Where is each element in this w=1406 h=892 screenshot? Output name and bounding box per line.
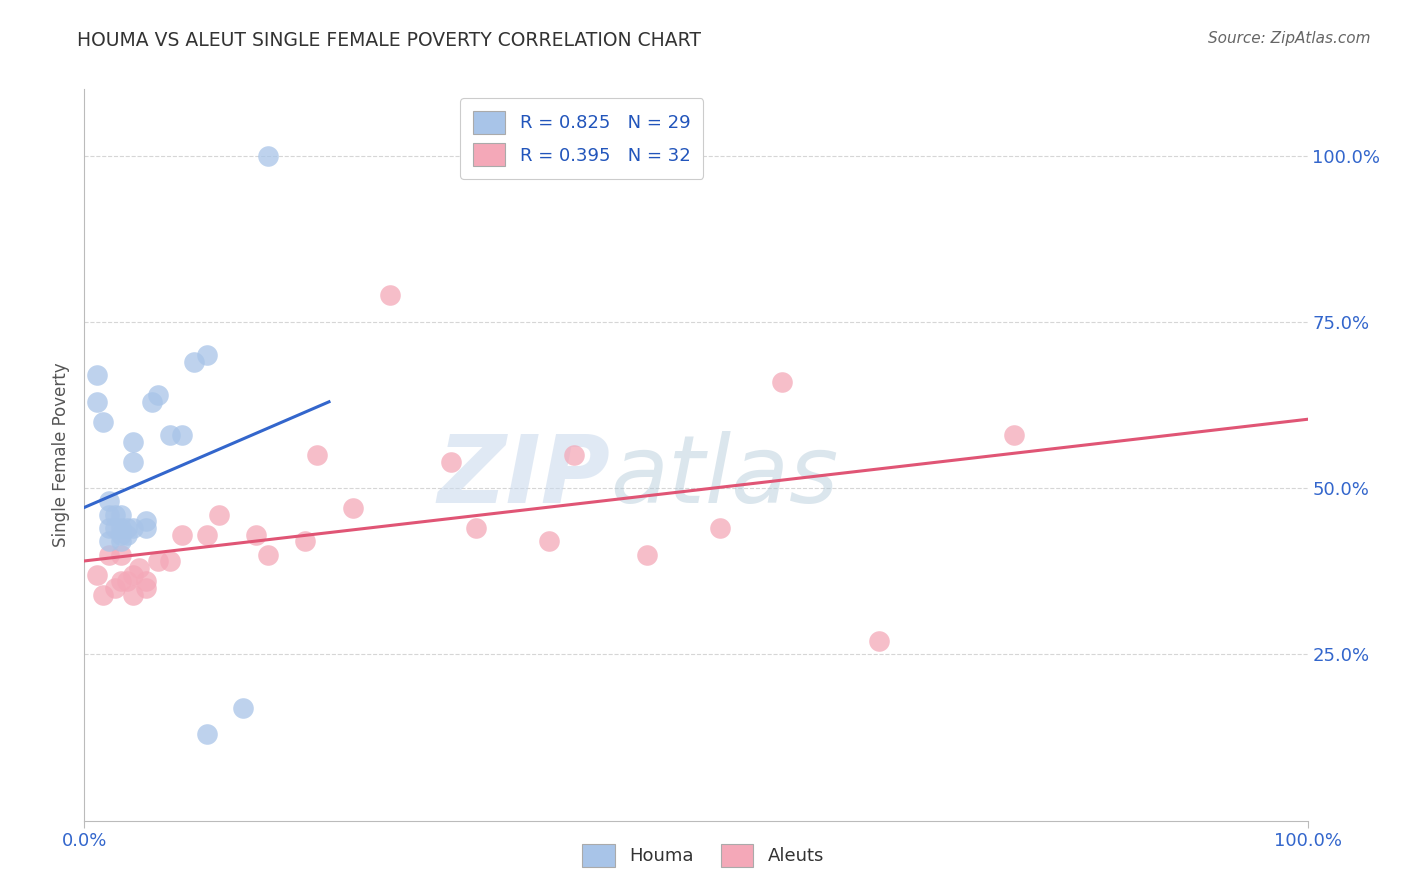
Point [869,634,891,648]
Point [305,448,328,462]
Point [141,394,163,409]
Point [245,527,267,541]
Point [104,521,127,535]
Point [562,448,585,462]
Point [464,521,486,535]
Point [159,428,181,442]
Point [86,394,108,409]
Legend: R = 0.825   N = 29, R = 0.395   N = 32: R = 0.825 N = 29, R = 0.395 N = 32 [460,98,703,179]
Point [97,548,120,562]
Point [440,454,463,468]
Point [122,567,145,582]
Point [86,567,108,582]
Text: atlas: atlas [610,432,838,523]
Point [135,574,157,589]
Point [91,415,114,429]
Point [709,521,731,535]
Point [110,574,132,589]
Point [232,700,254,714]
Point [97,521,120,535]
Point [172,527,194,541]
Text: HOUMA VS ALEUT SINGLE FEMALE POVERTY CORRELATION CHART: HOUMA VS ALEUT SINGLE FEMALE POVERTY COR… [77,31,702,50]
Point [110,527,132,541]
Point [97,534,120,549]
Point [195,348,218,362]
Point [104,508,127,522]
Point [115,527,138,541]
Point [122,434,145,449]
Point [636,548,658,562]
Point [110,521,132,535]
Text: Source: ZipAtlas.com: Source: ZipAtlas.com [1208,31,1371,46]
Point [195,727,218,741]
Point [122,521,145,535]
Point [342,501,364,516]
Point [172,428,194,442]
Point [257,149,280,163]
Point [146,388,169,402]
Y-axis label: Single Female Poverty: Single Female Poverty [52,363,70,547]
Point [159,554,181,568]
Point [146,554,169,568]
Point [195,527,218,541]
Legend: Houma, Aleuts: Houma, Aleuts [575,837,831,874]
Point [1002,428,1025,442]
Point [257,548,280,562]
Point [104,581,127,595]
Point [208,508,231,522]
Point [122,454,145,468]
Point [538,534,561,549]
Point [294,534,316,549]
Point [135,521,157,535]
Point [97,508,120,522]
Text: ZIP: ZIP [437,431,610,523]
Point [770,375,793,389]
Point [122,588,145,602]
Point [135,581,157,595]
Point [380,288,402,302]
Point [135,515,157,529]
Point [97,494,120,508]
Point [128,561,150,575]
Point [115,521,138,535]
Point [91,588,114,602]
Point [110,534,132,549]
Point [110,548,132,562]
Point [110,508,132,522]
Point [86,368,108,383]
Point [183,355,205,369]
Point [115,574,138,589]
